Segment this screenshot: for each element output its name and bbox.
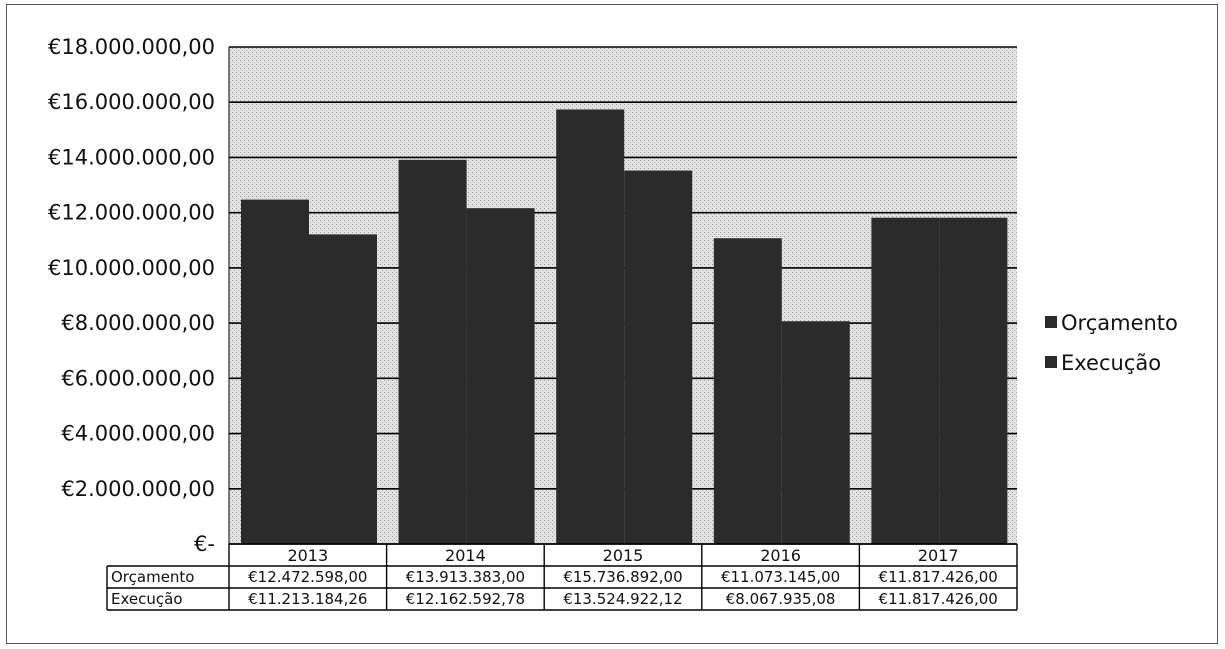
chart-frame [6, 4, 1218, 644]
bar-execucao [309, 234, 377, 544]
y-tick-label: €18.000.000,00 [48, 35, 215, 59]
legend-swatch [1045, 356, 1057, 368]
x-category-label: 2017 [918, 546, 959, 565]
table-cell-value: €11.817.426,00 [879, 568, 998, 586]
bar-orcamento [556, 109, 625, 544]
x-category-label: 2014 [445, 546, 486, 565]
y-tick-label: €14.000.000,00 [48, 145, 215, 169]
table-cell-value: €15.736.892,00 [563, 568, 682, 586]
table-cell-value: €12.162.592,78 [406, 590, 525, 608]
table-row-label: Orçamento [111, 568, 195, 586]
x-category-label: 2015 [603, 546, 644, 565]
y-tick-label: €4.000.000,00 [61, 422, 215, 446]
bar-orcamento [713, 238, 782, 544]
y-tick-label: €10.000.000,00 [48, 256, 215, 280]
table-cell-value: €11.817.426,00 [879, 590, 998, 608]
y-tick-label: €- [194, 532, 215, 556]
table-cell-value: €11.213.184,26 [248, 590, 367, 608]
y-tick-label: €12.000.000,00 [48, 201, 215, 225]
table-cell-value: €13.913.383,00 [406, 568, 525, 586]
y-tick-label: €8.000.000,00 [61, 311, 215, 335]
bar-execucao [939, 217, 1008, 544]
y-tick-label: €2.000.000,00 [61, 477, 215, 501]
bar-orcamento [398, 159, 467, 544]
legend-label: Orçamento [1061, 311, 1178, 335]
table-row-label: Execução [111, 590, 183, 608]
table-cell-value: €11.073.145,00 [721, 568, 840, 586]
legend-swatch [1045, 316, 1057, 328]
y-tick-label: €6.000.000,00 [61, 366, 215, 390]
table-cell-value: €13.524.922,12 [563, 590, 682, 608]
table-cell-value: €8.067.935,08 [726, 590, 836, 608]
x-category-label: 2016 [760, 546, 801, 565]
bar-execucao [624, 170, 693, 544]
bar-orcamento [241, 199, 309, 544]
bar-execucao [781, 321, 850, 544]
y-tick-label: €16.000.000,00 [48, 90, 215, 114]
legend-label: Execução [1061, 351, 1161, 375]
table-cell-value: €12.472.598,00 [248, 568, 367, 586]
bar-execucao [466, 208, 535, 544]
bar-orcamento [871, 217, 940, 544]
x-category-label: 2013 [287, 546, 328, 565]
